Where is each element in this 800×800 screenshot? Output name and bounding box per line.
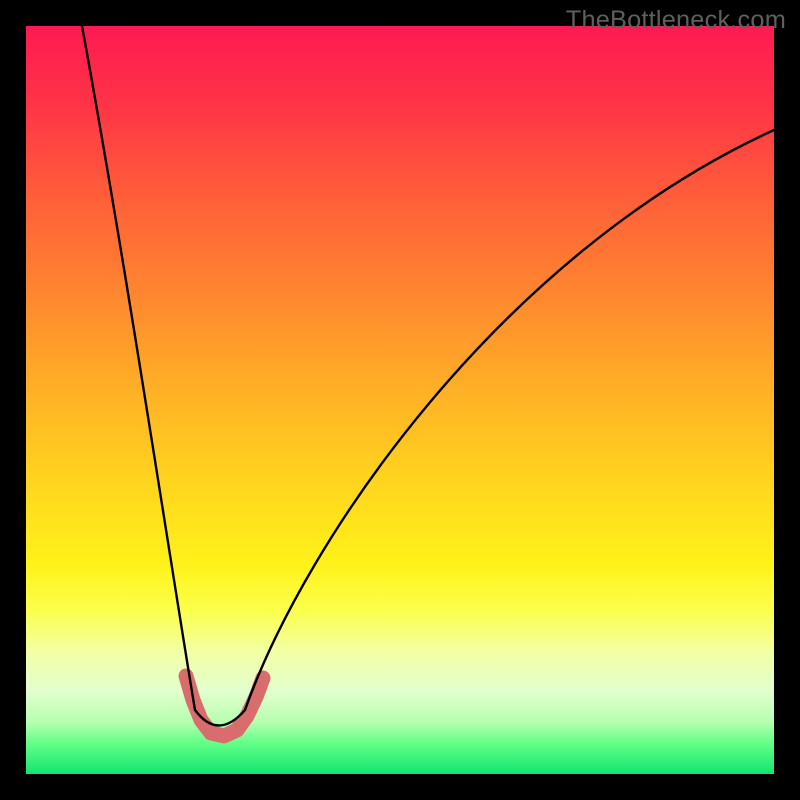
chart-frame: TheBottleneck.com bbox=[0, 0, 800, 800]
watermark-text: TheBottleneck.com bbox=[566, 6, 786, 35]
bottleneck-chart bbox=[0, 0, 800, 800]
gradient-background bbox=[26, 26, 774, 774]
